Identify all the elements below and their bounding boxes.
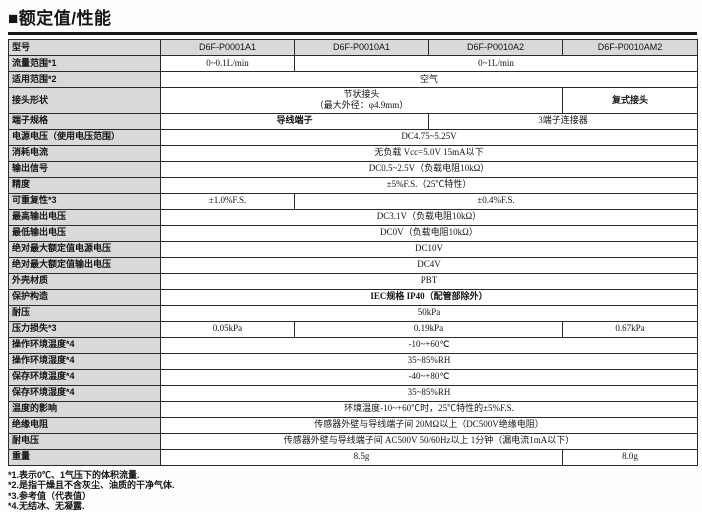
spec-value: 无负载 Vcc=5.0V 15mA以下 [160,144,698,162]
spec-row: 保存环境湿度*4 35~85%RH [8,384,698,402]
row-label: 最高输出电压 [8,208,161,226]
spec-row: 压力损失*3 0.05kPa 0.19kPa 0.67kPa [8,320,698,338]
row-label: 耐电压 [8,432,161,450]
row-label: 精度 [8,176,161,194]
spec-value: 0.05kPa [160,320,295,338]
spec-row: 端子规格 导线端子 3端子连接器 [8,112,698,130]
row-label: 可重复性*3 [8,192,161,210]
spec-value: DC4V [160,256,698,274]
row-label: 保护构造 [8,288,161,306]
model-name: D6F-P0010A1 [294,39,429,56]
row-label: 绝对最大额定值输出电压 [8,256,161,274]
row-label: 流量范围*1 [8,55,161,72]
row-label: 端子规格 [8,112,161,130]
row-label: 压力损失*3 [8,320,161,338]
spec-value: 3端子连接器 [428,112,698,130]
table-header-row: 型号 D6F-P0001A1 D6F-P0010A1 D6F-P0010A2 D6F-P… [8,39,698,56]
model-name: D6F-P0001A1 [160,39,295,56]
spec-value: ±5%F.S.（25℃特性） [160,176,698,194]
spec-value: ±1.0%F.S. [160,192,295,210]
spec-row: 操作环境温度*4 -10~+60℃ [8,336,698,354]
spec-row: 可重复性*3 ±1.0%F.S. ±0.4%F.S. [8,192,698,210]
page-title: ■额定值/性能 [8,9,112,28]
footnotes: *1.表示0℃、1气压下的体积流量. *2.是指干燥且不含灰尘、油质的干净气体. *… [8,470,696,512]
row-label: 最低输出电压 [8,224,161,242]
spec-value: IEC规格 IP40（配管部除外） [160,288,698,306]
spec-value: 传感器外壁与导线端子间 AC500V 50/60Hz以上 1分钟（漏电流1mA以… [160,432,698,450]
spec-value: 0~0.1L/min [160,55,295,72]
title-underline-rule [8,32,697,35]
spec-row: 流量范围*1 0~0.1L/min 0~1L/min [8,55,698,72]
spec-value: DC10V [160,240,698,258]
spec-row: 接头形状 节状接头 （最大外径：φ4.9mm） 复式接头 [8,87,698,114]
footnote: *1.表示0℃、1气压下的体积流量. [8,469,140,480]
footnote: *2.是指干燥且不含灰尘、油质的干净气体. [8,480,175,491]
footnote: *4.无结冰、无凝露. [8,501,85,512]
spec-row: 输出信号 DC0.5~2.5V（负载电阻10kΩ） [8,160,698,178]
spec-row: 电源电压（使用电压范围） DC4.75~5.25V [8,128,698,146]
row-label: 耐压 [8,304,161,322]
spec-row: 消耗电流 无负载 Vcc=5.0V 15mA以下 [8,144,698,162]
spec-row: 操作环境湿度*4 35~85%RH [8,352,698,370]
spec-value: 导线端子 [160,112,429,130]
spec-row: 耐压 50kPa [8,304,698,322]
spec-row: 耐电压 传感器外壁与导线端子间 AC500V 50/60Hz以上 1分钟（漏电流1… [8,432,698,450]
row-label: 绝对最大额定值电源电压 [8,240,161,258]
spec-value: 0.67kPa [562,320,698,338]
row-label: 输出信号 [8,160,161,178]
row-label: 接头形状 [8,87,161,114]
spec-value: 环境温度-10~+60℃时，25℃特性的±5%F.S. [160,400,698,418]
model-name: D6F-P0010AM2 [562,39,698,56]
row-label: 电源电压（使用电压范围） [8,128,161,146]
spec-row: 最高输出电压 DC3.1V（负载电阻10kΩ） [8,208,698,226]
spec-row: 保存环境温度*4 -40~+80℃ [8,368,698,386]
row-label: 操作环境湿度*4 [8,352,161,370]
header-label-model: 型号 [8,39,161,56]
row-label: 保存环境湿度*4 [8,384,161,402]
spec-value: 传感器外壁与导线端子间 20MΩ以上（DC500V绝缘电阻） [160,416,698,434]
spec-value: PBT [160,272,698,290]
row-label: 消耗电流 [8,144,161,162]
spec-value: DC4.75~5.25V [160,128,698,146]
spec-value: -10~+60℃ [160,336,698,354]
spec-row: 绝缘电阻 传感器外壁与导线端子间 20MΩ以上（DC500V绝缘电阻） [8,416,698,434]
footnote: *3.参考值（代表值） [8,490,92,501]
spec-row: 温度的影响 环境温度-10~+60℃时，25℃特性的±5%F.S. [8,400,698,418]
spec-value: 复式接头 [562,87,698,114]
spec-value: 8.5g [160,448,563,466]
spec-value: 8.0g [562,448,698,466]
spec-row: 保护构造 IEC规格 IP40（配管部除外） [8,288,698,306]
spec-value: 空气 [160,71,698,88]
spec-value: 35~85%RH [160,384,698,402]
spec-table: 型号 D6F-P0001A1 D6F-P0010A1 D6F-P0010A2 D6F-P… [8,39,698,466]
model-name: D6F-P0010A2 [428,39,563,56]
spec-value: DC3.1V（负载电阻10kΩ） [160,208,698,226]
spec-value: 50kPa [160,304,698,322]
spec-value: 0~1L/min [294,55,698,72]
spec-row: 绝对最大额定值输出电压 DC4V [8,256,698,274]
spec-value: DC0.5~2.5V（负载电阻10kΩ） [160,160,698,178]
row-label: 操作环境温度*4 [8,336,161,354]
spec-value: DC0V（负载电阻10kΩ） [160,224,698,242]
spec-row: 绝对最大额定值电源电压 DC10V [8,240,698,258]
spec-value: 节状接头 （最大外径：φ4.9mm） [160,87,563,114]
row-label: 外壳材质 [8,272,161,290]
spec-value: 0.19kPa [294,320,563,338]
spec-value: 35~85%RH [160,352,698,370]
row-label: 保存环境温度*4 [8,368,161,386]
spec-row: 外壳材质 PBT [8,272,698,290]
row-label: 重量 [8,448,161,466]
spec-value: ±0.4%F.S. [294,192,698,210]
spec-row: 适用范围*2 空气 [8,71,698,88]
spec-row: 最低输出电压 DC0V（负载电阻10kΩ） [8,224,698,242]
spec-row: 精度 ±5%F.S.（25℃特性） [8,176,698,194]
row-label: 适用范围*2 [8,71,161,88]
spec-value: -40~+80℃ [160,368,698,386]
row-label: 绝缘电阻 [8,416,161,434]
spec-row: 重量 8.5g 8.0g [8,448,698,466]
row-label: 温度的影响 [8,400,161,418]
